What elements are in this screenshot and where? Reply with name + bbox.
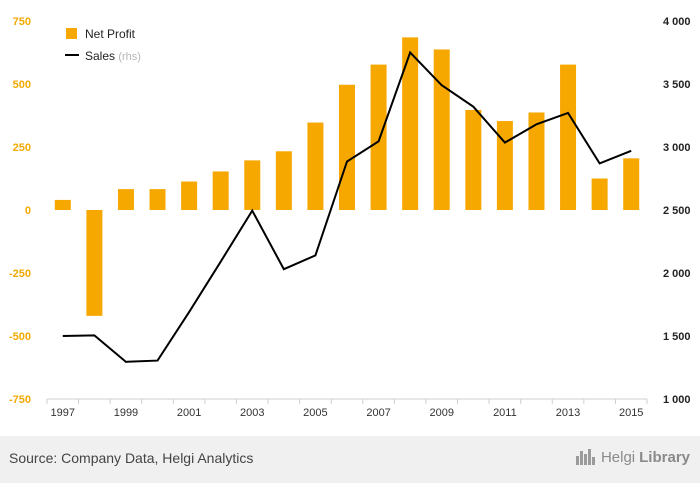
net-profit-bar (528, 112, 545, 210)
brand-name-library: Library (639, 448, 690, 466)
net-profit-bar (465, 109, 482, 210)
left-tick-label: -500 (9, 331, 31, 343)
net-profit-bar (275, 151, 292, 210)
right-tick-label: 1 000 (663, 394, 691, 406)
net-profit-bar (339, 84, 355, 210)
x-tick-label: 1999 (114, 407, 138, 419)
x-tick-label: 2013 (556, 407, 580, 419)
net-profit-bar (496, 121, 513, 210)
right-tick-label: 3 500 (663, 79, 691, 91)
net-profit-bar (149, 189, 166, 210)
left-tick-label: 250 (13, 142, 31, 154)
net-profit-bar (54, 199, 71, 210)
legend: Net Profit Sales (rhs) (65, 27, 141, 63)
chart: 750 500 250 0 -250 -500 -750 4 000 3 500 3 000 2 5… (9, 16, 691, 419)
x-tick-label: 2011 (493, 407, 517, 419)
net-profit-bar (591, 178, 608, 210)
x-tick-label: 1997 (51, 407, 75, 419)
x-tick-label: 2001 (177, 407, 201, 419)
left-tick-label: 750 (13, 16, 31, 28)
net-profit-bar (117, 189, 134, 210)
city-skyline-icon (575, 449, 595, 465)
legend-label-net-profit: Net Profit (85, 27, 136, 41)
net-profit-bar (181, 181, 198, 210)
net-profit-bar (560, 64, 577, 210)
x-tick-label: 2007 (366, 407, 390, 419)
x-tick-label: 2015 (619, 407, 643, 419)
axes: 750 500 250 0 -250 -500 -750 4 000 3 500 3 000 2 5… (9, 16, 691, 419)
net-profit-bar (623, 158, 640, 210)
legend-swatch-net-profit (66, 28, 77, 39)
x-tick-label: 2009 (429, 407, 453, 419)
left-tick-label: -750 (9, 394, 31, 406)
x-tick-label: 2005 (303, 407, 327, 419)
right-tick-label: 2 000 (663, 268, 691, 280)
net-profit-bar (402, 37, 419, 210)
net-profit-bar (370, 64, 387, 210)
left-tick-label: 500 (13, 79, 31, 91)
right-tick-label: 2 500 (663, 205, 691, 217)
net-profit-bars (54, 37, 640, 316)
legend-label-rhs: (rhs) (118, 51, 141, 63)
source-text: Source: Company Data, Helgi Analytics (9, 450, 254, 466)
net-profit-bar (86, 210, 103, 316)
sales-line (62, 50, 632, 363)
left-tick-label: -250 (9, 268, 31, 280)
right-tick-label: 1 500 (663, 331, 691, 343)
right-tick-label: 4 000 (663, 16, 691, 28)
net-profit-bar (244, 160, 261, 210)
right-tick-label: 3 000 (663, 142, 691, 154)
brand-name-helgi: Helgi (600, 448, 636, 466)
net-profit-bar (212, 171, 229, 210)
footer: Source: Company Data, Helgi Analytics He… (0, 436, 700, 483)
legend-label-sales: Sales (rhs) (85, 49, 141, 63)
net-profit-bar (307, 122, 324, 210)
brand-logo[interactable]: Helgi Library (575, 448, 690, 466)
net-profit-bar (433, 49, 450, 211)
x-tick-label: 2003 (240, 407, 264, 419)
left-tick-label: 0 (25, 205, 31, 217)
